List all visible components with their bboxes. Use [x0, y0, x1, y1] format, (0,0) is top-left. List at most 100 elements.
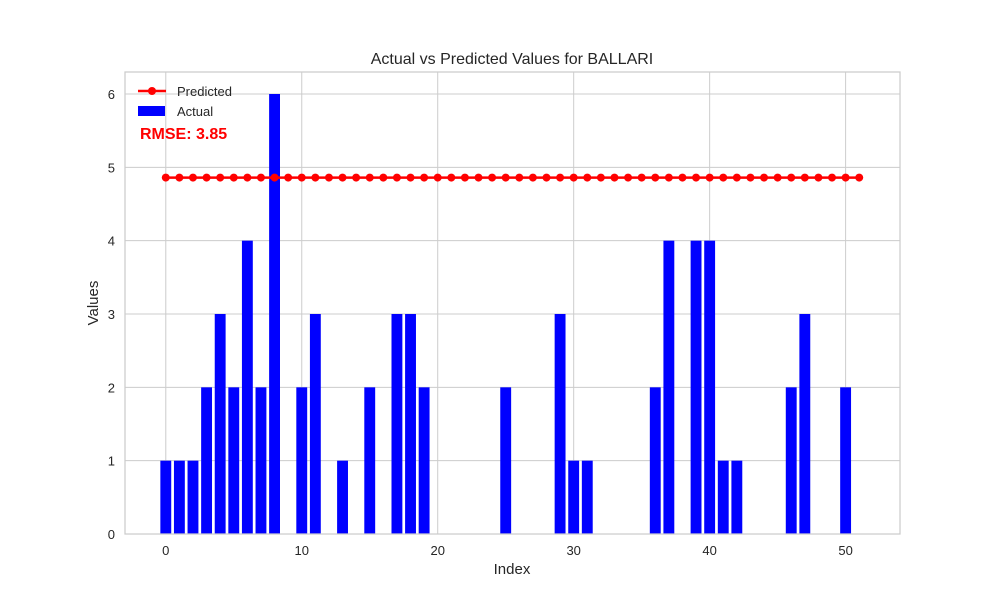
x-tick-label: 20	[430, 543, 444, 558]
predicted-point	[420, 173, 429, 182]
legend-predicted-label: Predicted	[177, 84, 232, 99]
plot-frame	[124, 71, 901, 535]
predicted-point	[161, 173, 170, 182]
predicted-point	[216, 173, 225, 182]
predicted-point	[460, 173, 469, 182]
predicted-point	[488, 173, 497, 182]
tick-labels: 0 10 20 30 40 50 0 1 2 3 4 5 6	[108, 87, 853, 558]
predicted-point	[338, 173, 347, 182]
predicted-point	[528, 173, 537, 182]
x-tick-label: 10	[295, 543, 309, 558]
actual-bar	[187, 460, 199, 534]
predicted-point	[855, 173, 864, 182]
predicted-point	[800, 173, 809, 182]
y-tick-label: 2	[108, 380, 115, 395]
predicted-point	[406, 173, 415, 182]
actual-bar	[799, 314, 811, 534]
predicted-point	[352, 173, 361, 182]
actual-bar	[649, 387, 661, 534]
predicted-point	[746, 173, 755, 182]
actual-bar	[269, 94, 280, 534]
actual-bar	[690, 240, 702, 534]
x-tick-label: 40	[702, 543, 716, 558]
y-tick-label: 6	[108, 87, 115, 102]
actual-bar	[731, 460, 743, 534]
actual-bar	[581, 460, 593, 534]
predicted-point	[664, 173, 673, 182]
actual-bar	[173, 460, 185, 534]
actual-bar	[554, 314, 566, 534]
predicted-point	[229, 173, 238, 182]
predicted-point	[270, 173, 279, 182]
predicted-point	[392, 173, 401, 182]
actual-bar	[201, 387, 213, 534]
predicted-point	[732, 173, 741, 182]
actual-bar	[337, 460, 348, 534]
predicted-point	[569, 173, 578, 182]
actual-bar	[405, 314, 416, 534]
predicted-point	[556, 173, 565, 182]
predicted-point	[692, 173, 701, 182]
y-tick-label: 1	[108, 454, 115, 469]
actual-bar	[785, 387, 797, 534]
predicted-point	[474, 173, 483, 182]
predicted-point	[297, 173, 306, 182]
predicted-point	[583, 173, 592, 182]
predicted-point	[760, 173, 769, 182]
actual-bar	[663, 240, 675, 534]
predicted-point	[256, 173, 265, 182]
actual-bar	[840, 387, 852, 534]
y-tick-label: 0	[108, 527, 115, 542]
actual-bar	[296, 387, 308, 534]
predicted-point	[787, 173, 796, 182]
actual-bar	[704, 240, 716, 534]
predicted-point	[596, 173, 605, 182]
actual-bar	[364, 387, 376, 534]
predicted-point	[433, 173, 442, 182]
x-tick-label: 0	[162, 543, 169, 558]
predicted-line	[161, 173, 864, 182]
actual-bar	[391, 314, 403, 534]
predicted-point	[678, 173, 687, 182]
actual-bar	[309, 314, 321, 534]
actual-bar	[418, 387, 430, 534]
predicted-point	[651, 173, 660, 182]
x-tick-label: 50	[838, 543, 852, 558]
predicted-point	[719, 173, 728, 182]
legend-actual-label: Actual	[177, 104, 213, 119]
y-tick-label: 3	[108, 307, 115, 322]
legend: Predicted Actual	[138, 84, 232, 119]
actual-bar	[500, 387, 512, 534]
actual-bar	[255, 387, 267, 534]
predicted-point	[501, 173, 510, 182]
predicted-point	[515, 173, 524, 182]
actual-bars	[160, 94, 852, 534]
predicted-point	[637, 173, 646, 182]
x-axis-label: Index	[494, 561, 531, 578]
chart-title: Actual vs Predicted Values for BALLARI	[371, 51, 654, 68]
predicted-point	[542, 173, 551, 182]
actual-bar	[214, 314, 226, 534]
predicted-point	[365, 173, 374, 182]
actual-bar	[717, 460, 729, 534]
legend-actual-swatch	[138, 106, 165, 116]
predicted-point	[379, 173, 388, 182]
rmse-annotation: RMSE: 3.85	[140, 126, 227, 143]
y-tick-label: 5	[108, 160, 115, 175]
predicted-point	[773, 173, 782, 182]
legend-predicted-marker	[148, 87, 156, 95]
predicted-point	[828, 173, 837, 182]
predicted-point	[284, 173, 293, 182]
predicted-point	[311, 173, 320, 182]
actual-bar	[160, 460, 172, 534]
grid	[125, 72, 900, 535]
predicted-point	[188, 173, 197, 182]
y-axis-label: Values	[85, 281, 102, 326]
predicted-point	[624, 173, 633, 182]
plot-area	[125, 72, 900, 534]
predicted-point	[243, 173, 252, 182]
actual-bar	[568, 460, 580, 534]
predicted-point	[447, 173, 456, 182]
predicted-point	[175, 173, 184, 182]
